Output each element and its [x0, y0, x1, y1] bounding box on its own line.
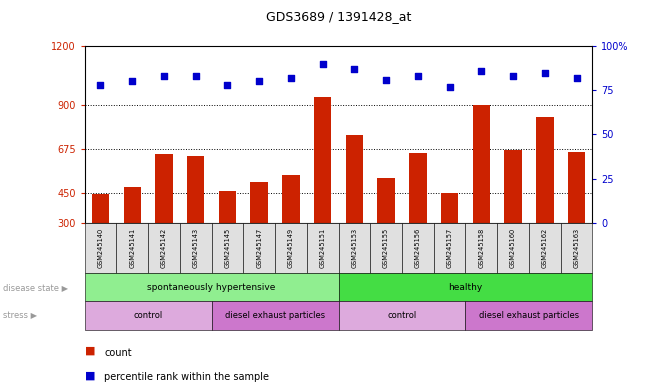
Point — [254, 78, 264, 84]
Text: GSM245158: GSM245158 — [478, 228, 484, 268]
Point — [381, 76, 391, 83]
Bar — [155, 154, 173, 223]
Text: diesel exhaust particles: diesel exhaust particles — [225, 311, 325, 320]
Text: GSM245163: GSM245163 — [574, 228, 579, 268]
Text: GSM245160: GSM245160 — [510, 228, 516, 268]
Text: GSM245149: GSM245149 — [288, 228, 294, 268]
Text: GSM245140: GSM245140 — [98, 228, 104, 268]
Text: GSM245155: GSM245155 — [383, 228, 389, 268]
Text: GSM245145: GSM245145 — [225, 228, 230, 268]
Text: ■: ■ — [85, 346, 95, 356]
Point — [572, 75, 582, 81]
Bar — [346, 136, 363, 223]
Text: control: control — [133, 311, 163, 320]
Text: GDS3689 / 1391428_at: GDS3689 / 1391428_at — [266, 10, 411, 23]
Bar — [314, 97, 331, 223]
Point — [318, 61, 328, 67]
Point — [159, 73, 169, 79]
Text: GSM245157: GSM245157 — [447, 228, 452, 268]
Point — [127, 78, 137, 84]
Text: GSM245151: GSM245151 — [320, 228, 326, 268]
Bar — [251, 182, 268, 223]
Bar — [219, 191, 236, 223]
Point — [413, 73, 423, 79]
Text: GSM245143: GSM245143 — [193, 228, 199, 268]
Bar — [282, 175, 299, 223]
Point — [508, 73, 518, 79]
Text: ■: ■ — [85, 371, 95, 381]
Text: percentile rank within the sample: percentile rank within the sample — [104, 372, 269, 382]
Text: GSM245147: GSM245147 — [256, 228, 262, 268]
Text: stress ▶: stress ▶ — [3, 311, 37, 320]
Text: disease state ▶: disease state ▶ — [3, 283, 68, 291]
Point — [95, 82, 105, 88]
Point — [349, 66, 359, 72]
Bar — [505, 150, 522, 223]
Text: GSM245156: GSM245156 — [415, 228, 421, 268]
Text: healthy: healthy — [449, 283, 482, 291]
Bar — [473, 105, 490, 223]
Text: control: control — [387, 311, 417, 320]
Bar — [568, 152, 585, 223]
Text: GSM245162: GSM245162 — [542, 228, 547, 268]
Point — [286, 75, 296, 81]
Point — [191, 73, 201, 79]
Bar — [378, 177, 395, 223]
Point — [445, 84, 455, 90]
Text: spontaneously hypertensive: spontaneously hypertensive — [147, 283, 276, 291]
Bar — [536, 117, 553, 223]
Bar — [409, 153, 426, 223]
Text: count: count — [104, 348, 132, 358]
Bar — [92, 194, 109, 223]
Point — [222, 82, 232, 88]
Bar — [441, 193, 458, 223]
Text: GSM245141: GSM245141 — [130, 228, 135, 268]
Point — [540, 70, 550, 76]
Text: GSM245142: GSM245142 — [161, 228, 167, 268]
Bar — [124, 187, 141, 223]
Text: GSM245153: GSM245153 — [352, 228, 357, 268]
Text: diesel exhaust particles: diesel exhaust particles — [479, 311, 579, 320]
Point — [476, 68, 486, 74]
Bar — [187, 156, 204, 223]
